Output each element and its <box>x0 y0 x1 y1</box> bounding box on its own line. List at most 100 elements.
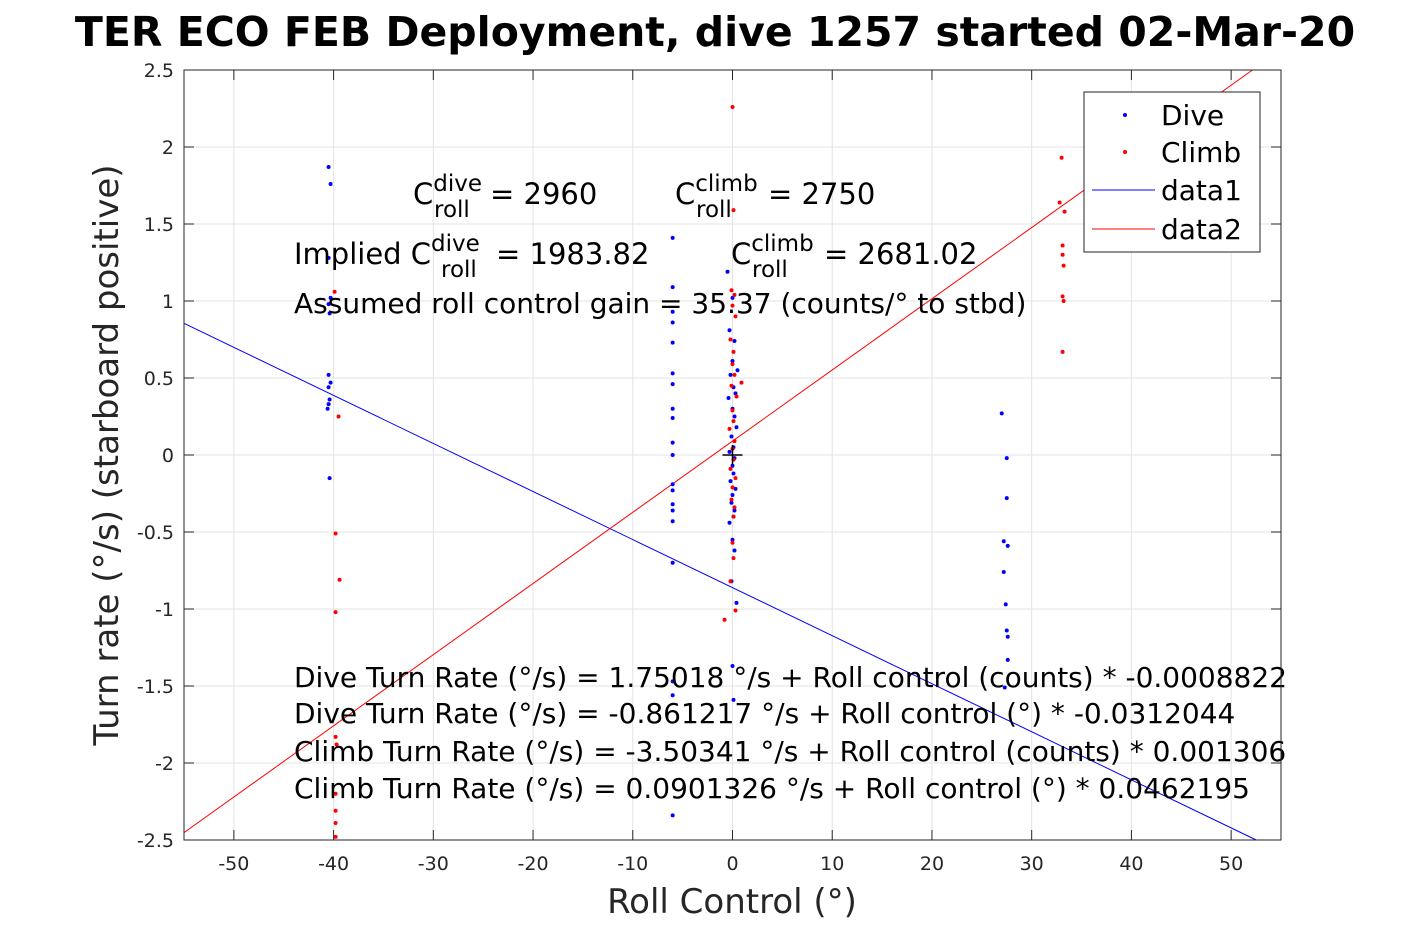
point-dive <box>733 391 738 396</box>
annotation-c-climb: Cclimb roll = 2750 <box>675 171 875 223</box>
x-tick-label: 0 <box>726 853 738 875</box>
point-dive <box>326 385 331 390</box>
annotation-gain: Assumed roll control gain = 35.37 (count… <box>294 287 1026 320</box>
point-dive <box>670 406 675 411</box>
point-climb <box>1062 209 1067 214</box>
legend-swatch-dive <box>1123 113 1127 117</box>
point-dive <box>670 488 675 493</box>
point-climb <box>730 104 735 109</box>
point-dive <box>328 380 333 385</box>
svg-text:Cclimb: Cclimb <box>731 231 814 271</box>
point-dive <box>670 813 675 818</box>
x-tick-label: -10 <box>617 853 648 875</box>
point-climb <box>730 408 735 413</box>
y-tick-label: -2.5 <box>137 830 174 852</box>
point-dive <box>999 411 1004 416</box>
point-climb <box>333 610 338 615</box>
y-tick-label: 2 <box>162 137 174 159</box>
point-dive <box>732 508 737 513</box>
point-climb <box>729 383 734 388</box>
legend: Dive Climb data1 data2 <box>1083 91 1261 253</box>
point-climb <box>1061 263 1066 268</box>
y-tick-label: 1 <box>162 291 174 313</box>
fit-line-data1 <box>183 322 1257 841</box>
point-dive <box>730 359 735 364</box>
point-dive <box>326 255 331 260</box>
point-climb <box>333 821 338 826</box>
point-climb <box>727 426 732 431</box>
implied-dive-sup: dive <box>431 231 480 257</box>
point-climb <box>728 579 733 584</box>
x-tick-label: 30 <box>1020 853 1044 875</box>
point-dive <box>670 482 675 487</box>
point-climb <box>730 540 735 545</box>
point-dive <box>670 340 675 345</box>
x-tick-label: -30 <box>418 853 449 875</box>
x-tick-label: 10 <box>820 853 844 875</box>
c-climb-value: = 2750 <box>768 177 875 211</box>
implied-climb-sub: roll <box>752 257 788 283</box>
point-dive <box>327 476 332 481</box>
point-climb <box>733 314 738 319</box>
point-dive <box>728 479 733 484</box>
point-dive <box>670 440 675 445</box>
svg-text:Implied Cdive: Implied Cdive <box>294 231 480 271</box>
point-dive <box>1005 634 1010 639</box>
equation-dive-degrees: Dive Turn Rate (°/s) = -0.861217 °/s + R… <box>294 697 1235 730</box>
x-tick-label: -20 <box>518 853 549 875</box>
point-dive <box>328 295 333 300</box>
point-climb <box>732 505 737 510</box>
point-dive <box>731 697 736 702</box>
point-climb <box>1060 243 1065 248</box>
point-climb <box>732 439 737 444</box>
point-climb <box>333 834 338 839</box>
legend-label-dive: Dive <box>1161 99 1224 132</box>
point-dive <box>670 320 675 325</box>
point-dive <box>728 372 733 377</box>
legend-item-data1: data1 <box>1092 174 1242 207</box>
y-axis-label: Turn rate (°/s) (starboard positive) <box>87 164 127 746</box>
point-climb <box>334 742 339 747</box>
point-dive <box>1004 496 1009 501</box>
point-dive <box>327 397 332 402</box>
point-climb <box>333 791 338 796</box>
point-climb <box>732 372 737 377</box>
legend-item-data2: data2 <box>1092 213 1242 246</box>
implied-dive-base: Implied C <box>294 237 431 271</box>
point-dive <box>1001 570 1006 575</box>
point-dive <box>670 309 675 314</box>
point-dive <box>670 416 675 421</box>
legend-item-climb: Climb <box>1123 136 1241 169</box>
point-dive <box>734 600 739 605</box>
point-climb <box>337 577 342 582</box>
point-dive <box>670 371 675 376</box>
point-climb <box>1061 299 1066 303</box>
x-tick-label: 50 <box>1219 853 1243 875</box>
point-climb <box>733 608 738 613</box>
implied-climb-sup: climb <box>751 231 813 257</box>
point-climb <box>722 617 727 622</box>
y-tick-label: 0.5 <box>144 368 174 390</box>
point-climb <box>1057 200 1062 205</box>
c-dive-value: = 2960 <box>490 177 597 211</box>
x-axis-ticks: -50 -40 -30 -20 -10 0 10 20 30 40 50 <box>218 70 1243 875</box>
point-dive <box>732 548 737 553</box>
y-tick-label: 1.5 <box>144 214 174 236</box>
y-tick-label: 2.5 <box>144 60 174 82</box>
point-dive <box>670 519 675 524</box>
point-dive <box>726 396 731 401</box>
point-dive <box>735 368 740 373</box>
x-axis-label: Roll Control (°) <box>607 882 857 922</box>
equation-climb-degrees: Climb Turn Rate (°/s) = 0.0901326 °/s + … <box>294 772 1250 805</box>
point-dive <box>731 471 736 476</box>
point-dive <box>326 402 331 407</box>
point-dive <box>326 372 331 377</box>
implied-dive-value: = 1983.82 <box>496 237 649 271</box>
y-tick-label: -1 <box>155 599 174 621</box>
point-dive <box>326 165 331 170</box>
point-dive <box>729 500 734 505</box>
point-climb <box>333 531 338 536</box>
point-dive <box>734 425 739 430</box>
y-axis-ticks: -2.5 -2 -1.5 -1 -0.5 0 0.5 1 1.5 2 2.5 <box>137 60 1281 852</box>
point-dive <box>1004 456 1009 461</box>
